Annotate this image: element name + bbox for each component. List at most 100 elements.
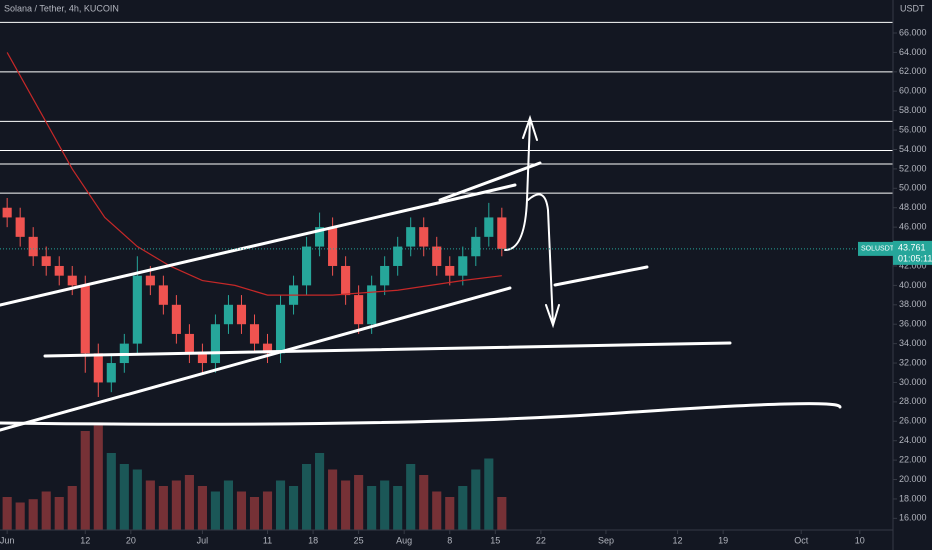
volume-bar bbox=[432, 491, 442, 530]
candle-body bbox=[354, 295, 364, 325]
volume-bar bbox=[171, 480, 181, 530]
volume-bar bbox=[54, 497, 64, 530]
y-tick-label: 20.000 bbox=[899, 474, 927, 484]
x-tick-label: 19 bbox=[718, 535, 728, 545]
x-tick-label: 8 bbox=[447, 535, 452, 545]
candle-layer bbox=[2, 52, 507, 398]
x-tick-label: Aug bbox=[396, 535, 412, 545]
volume-bar bbox=[262, 491, 273, 530]
volume-bar bbox=[445, 497, 455, 530]
y-tick-label: 50.000 bbox=[899, 183, 927, 193]
candle-body bbox=[2, 207, 12, 218]
y-tick-label: 60.000 bbox=[899, 86, 927, 96]
volume-bar bbox=[302, 464, 312, 530]
candle-body bbox=[106, 363, 116, 383]
volume-bar bbox=[458, 486, 468, 530]
candle-body bbox=[236, 304, 247, 325]
volume-bar bbox=[210, 491, 220, 530]
volume-bar bbox=[367, 486, 377, 530]
y-tick-label: 32.000 bbox=[899, 357, 927, 367]
volume-bar bbox=[471, 469, 481, 530]
volume-bar bbox=[406, 464, 416, 530]
volume-bar bbox=[275, 480, 286, 530]
support-27 bbox=[0, 402, 842, 426]
volume-bar bbox=[41, 491, 51, 530]
y-tick-label: 58.000 bbox=[899, 105, 927, 115]
y-tick-label: 64.000 bbox=[899, 47, 927, 57]
candle-body bbox=[471, 236, 481, 257]
volume-bar bbox=[28, 499, 38, 530]
y-tick-label: 52.000 bbox=[899, 163, 927, 173]
moving-average bbox=[6, 52, 502, 296]
y-tick-label: 56.000 bbox=[899, 124, 927, 134]
candle-body bbox=[132, 275, 142, 344]
y-tick-label: 66.000 bbox=[899, 27, 927, 37]
candle-body bbox=[41, 256, 51, 266]
x-tick-label: 11 bbox=[263, 535, 272, 545]
candle-body bbox=[275, 304, 286, 354]
y-axis-label: USDT bbox=[900, 3, 925, 13]
volume-bar bbox=[145, 480, 155, 530]
candle-body bbox=[497, 217, 507, 249]
candle-body bbox=[28, 236, 38, 257]
y-tick-label: 34.000 bbox=[899, 338, 927, 348]
x-tick-label: Jul bbox=[197, 535, 209, 545]
x-tick-label: 10 bbox=[855, 535, 865, 545]
x-tick-label: Oct bbox=[794, 535, 809, 545]
arrow-up bbox=[504, 114, 538, 251]
channel-bottom bbox=[0, 286, 512, 432]
y-tick-label: 26.000 bbox=[899, 416, 927, 426]
volume-bar bbox=[484, 458, 494, 530]
candle-body bbox=[54, 265, 64, 276]
y-tick-label: 46.000 bbox=[899, 222, 927, 232]
price-value: 43.761 bbox=[898, 242, 926, 252]
volume-bar bbox=[341, 480, 351, 530]
x-tick-label: 12 bbox=[80, 535, 90, 545]
symbol-box bbox=[858, 241, 893, 256]
x-tick-label: 15 bbox=[490, 535, 500, 545]
volume-bar bbox=[497, 497, 507, 530]
y-tick-label: 30.000 bbox=[899, 377, 927, 387]
volume-bar bbox=[328, 469, 338, 530]
x-tick-label: Sep bbox=[598, 535, 614, 545]
candle-body bbox=[223, 304, 234, 325]
y-tick-label: 22.000 bbox=[899, 454, 927, 464]
candle-body bbox=[145, 275, 155, 286]
candle-body bbox=[484, 217, 494, 237]
y-tick-label: 36.000 bbox=[899, 319, 927, 329]
volume-bar bbox=[132, 469, 142, 530]
candle-body bbox=[210, 324, 220, 364]
symbol-label: SOLUSDT bbox=[861, 246, 895, 253]
drawings bbox=[0, 114, 842, 432]
candle-body bbox=[197, 353, 207, 364]
candle-body bbox=[419, 227, 429, 247]
volume-bar bbox=[184, 475, 194, 530]
candle-body bbox=[432, 246, 442, 266]
candle-body bbox=[445, 265, 455, 276]
volume-layer bbox=[2, 425, 507, 530]
y-tick-label: 54.000 bbox=[899, 144, 927, 154]
volume-bar bbox=[67, 486, 77, 530]
levels-layer bbox=[0, 21, 893, 194]
volume-bar bbox=[158, 486, 168, 530]
candle-body bbox=[184, 333, 194, 354]
candle-body bbox=[15, 217, 25, 237]
candle-body bbox=[171, 304, 181, 334]
candle-body bbox=[393, 246, 403, 266]
x-tick-label: Jun bbox=[0, 535, 14, 545]
x-tick-label: 20 bbox=[126, 535, 136, 545]
volume-bar bbox=[419, 475, 429, 530]
channel-bottom-ext bbox=[553, 265, 649, 287]
volume-bar bbox=[93, 425, 103, 530]
y-tick-label: 38.000 bbox=[899, 299, 927, 309]
y-tick-label: 62.000 bbox=[899, 66, 927, 76]
candle-body bbox=[458, 256, 468, 276]
candle-body bbox=[80, 285, 90, 354]
volume-bar bbox=[249, 497, 260, 530]
y-tick-label: 16.000 bbox=[899, 513, 927, 523]
chart-title: Solana / Tether, 4h, KUCOIN bbox=[4, 3, 119, 13]
volume-bar bbox=[315, 453, 325, 530]
candle-body bbox=[341, 265, 351, 296]
